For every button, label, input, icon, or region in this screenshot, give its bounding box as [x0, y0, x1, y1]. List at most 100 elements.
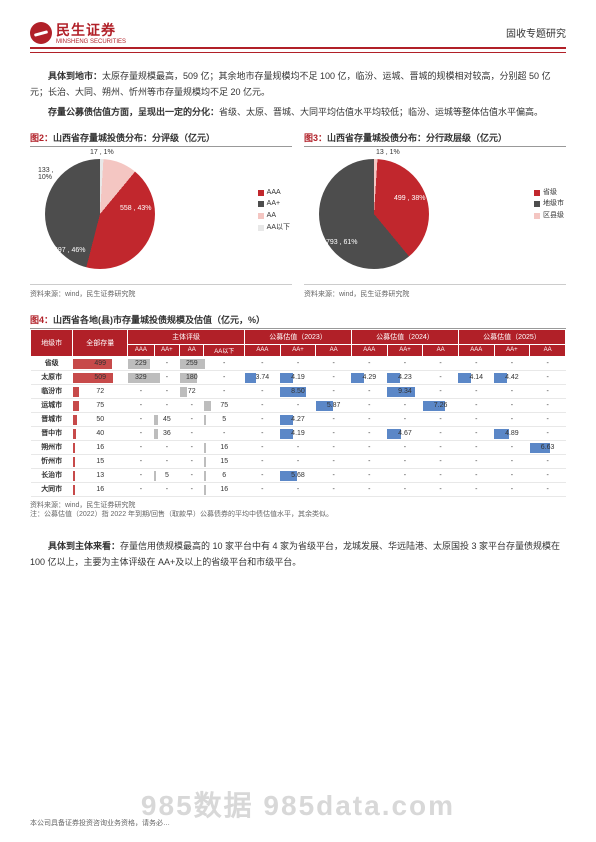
row-rating: 259 — [180, 356, 204, 370]
fig2-leg-0: AAA — [267, 187, 281, 199]
row-valuation: - — [530, 468, 566, 482]
row-rating: - — [128, 384, 155, 398]
row-rating: - — [204, 370, 245, 384]
row-valuation: - — [387, 440, 423, 454]
row-city: 临汾市 — [31, 384, 73, 398]
fig3-leg-0: 省级 — [543, 187, 557, 199]
row-valuation: - — [351, 412, 387, 426]
row-valuation: - — [387, 482, 423, 496]
fig4-section: 图4：山西省各地(县)市存量城投债规模及估值（亿元，%） 地级市 全部存量 主体… — [30, 313, 566, 521]
row-valuation: 7.26 — [423, 398, 459, 412]
row-valuation: - — [423, 370, 459, 384]
fig3-title-text: 山西省存量城投债分布：分行政层级（亿元） — [327, 133, 507, 143]
row-valuation: - — [316, 482, 352, 496]
row-valuation: - — [423, 426, 459, 440]
row-valuation: - — [458, 454, 494, 468]
row-valuation: - — [530, 454, 566, 468]
row-valuation: - — [423, 468, 459, 482]
row-valuation: - — [280, 356, 316, 370]
row-valuation: - — [245, 440, 281, 454]
row-rating: - — [154, 356, 180, 370]
row-rating: - — [128, 398, 155, 412]
row-rating: - — [180, 412, 204, 426]
row-rating: - — [180, 468, 204, 482]
table-row: 临汾市72--72--8.50--9.34---- — [31, 384, 566, 398]
s23-2: AA+ — [280, 344, 316, 356]
fig3-chart: 13 , 1% 499 , 38% 793 , 61% 省级 地级市 区县级 — [304, 147, 566, 285]
fig2-label-aap: 597 , 46% — [54, 247, 86, 254]
s25-2: AA+ — [494, 344, 530, 356]
table-row: 忻州市15---15--------- — [31, 454, 566, 468]
row-total: 499 — [73, 356, 128, 370]
sub-aaa: AAA — [128, 344, 155, 356]
row-valuation: - — [316, 356, 352, 370]
th-city: 地级市 — [31, 329, 73, 356]
row-valuation: 5.68 — [280, 468, 316, 482]
row-valuation: - — [245, 384, 281, 398]
footer-text: 本公司具备证券投资咨询业务资格，请务必… — [30, 818, 170, 828]
th-v25: 公募估值（2025） — [458, 329, 565, 344]
row-valuation: - — [316, 384, 352, 398]
fig4-prefix: 图4： — [30, 315, 53, 325]
row-valuation: - — [530, 384, 566, 398]
s24-2: AA+ — [387, 344, 423, 356]
row-rating: - — [180, 482, 204, 496]
row-rating: - — [154, 370, 180, 384]
row-valuation: - — [423, 412, 459, 426]
row-rating: 16 — [204, 482, 245, 496]
fig2-legend: AAA AA+ AA AA以下 — [258, 187, 290, 235]
row-valuation: - — [458, 398, 494, 412]
row-rating: - — [180, 426, 204, 440]
row-total: 13 — [73, 468, 128, 482]
row-valuation: 5.87 — [316, 398, 352, 412]
row-rating: 229 — [128, 356, 155, 370]
row-rating: - — [180, 398, 204, 412]
row-valuation: 4.27 — [280, 412, 316, 426]
fig2-label-aaa: 558 , 43% — [120, 205, 152, 212]
row-valuation: - — [458, 440, 494, 454]
fig4-table: 地级市 全部存量 主体评级 公募估值（2023） 公募估值（2024） 公募估值… — [30, 329, 566, 497]
row-valuation: - — [245, 482, 281, 496]
fig3-leg-1: 地级市 — [543, 198, 564, 210]
row-valuation: - — [316, 426, 352, 440]
para1-lead: 具体到地市： — [48, 71, 102, 81]
brand-en: MINSHENG SECURITIES — [56, 39, 126, 45]
row-valuation: - — [245, 426, 281, 440]
row-valuation: 4.67 — [387, 426, 423, 440]
para-valuation-intro: 存量公募债估值方面，呈现出一定的分化：省级、太原、晋城、大同平均估值水平均较低；… — [30, 104, 566, 120]
doc-type-label: 固收专题研究 — [506, 25, 566, 40]
logo-block: 民生证券 MINSHENG SECURITIES — [30, 20, 126, 45]
row-city: 朔州市 — [31, 440, 73, 454]
row-valuation: 4.42 — [494, 370, 530, 384]
s23-1: AAA — [245, 344, 281, 356]
table-row: 晋城市50-45-5-4.27------- — [31, 412, 566, 426]
fig3-label-city: 793 , 61% — [326, 239, 358, 246]
row-valuation: - — [458, 426, 494, 440]
fig3-box: 图3：山西省存量城投债分布：分行政层级（亿元） 13 , 1% 499 , 38… — [304, 129, 566, 299]
para-city-intro: 具体到地市：太原存量规模最高，509 亿；其余地市存量规模均不足 100 亿，临… — [30, 68, 566, 100]
th-v23: 公募估值（2023） — [245, 329, 352, 344]
sub-aab: AA以下 — [204, 344, 245, 356]
row-valuation: - — [530, 370, 566, 384]
row-rating: - — [154, 398, 180, 412]
row-valuation: - — [316, 412, 352, 426]
fig4-title: 图4：山西省各地(县)市存量城投债规模及估值（亿元，%） — [30, 313, 566, 329]
row-valuation: - — [351, 482, 387, 496]
row-city: 晋中市 — [31, 426, 73, 440]
row-valuation: - — [423, 482, 459, 496]
row-valuation: - — [494, 412, 530, 426]
fig2-title-text: 山西省存量城投债分布：分评级（亿元） — [53, 133, 215, 143]
row-rating: 16 — [204, 440, 245, 454]
row-valuation: - — [316, 440, 352, 454]
row-valuation: - — [245, 454, 281, 468]
row-valuation: 8.50 — [280, 384, 316, 398]
row-valuation: - — [423, 356, 459, 370]
closing-lead: 具体到主体来看： — [48, 541, 120, 551]
row-valuation: 4.19 — [280, 370, 316, 384]
row-rating: - — [154, 440, 180, 454]
row-total: 16 — [73, 482, 128, 496]
fig4-source: 资料来源：wind，民生证券研究院 — [30, 501, 566, 511]
row-total: 40 — [73, 426, 128, 440]
header-rule — [30, 52, 566, 53]
fig3-title: 图3：山西省存量城投债分布：分行政层级（亿元） — [304, 129, 566, 147]
